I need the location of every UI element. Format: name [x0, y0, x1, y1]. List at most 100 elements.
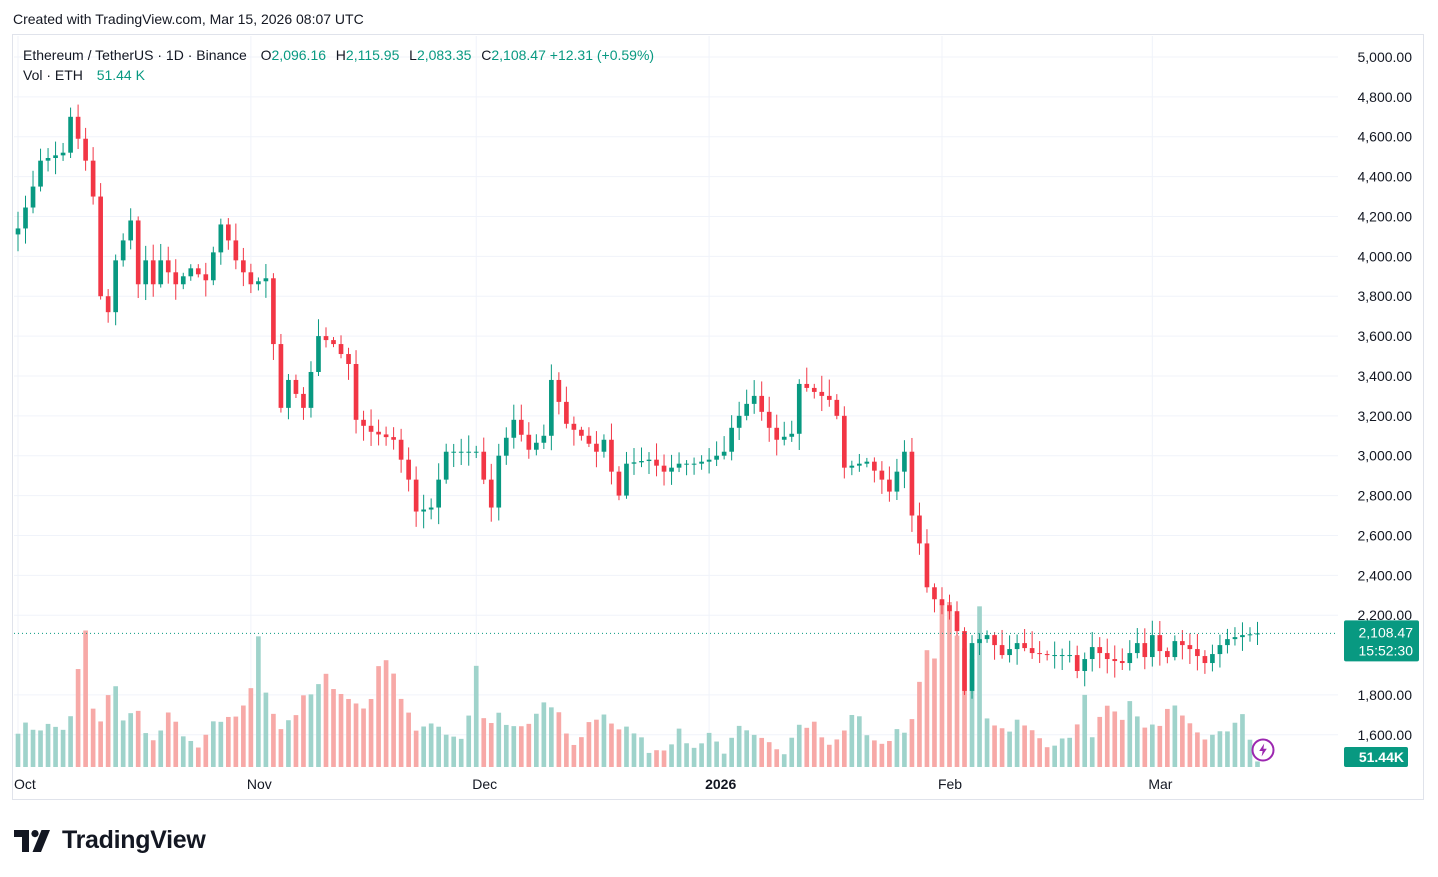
volume-bar [699, 743, 704, 767]
open-label: O [260, 47, 272, 63]
volume-bar [857, 716, 862, 767]
candle-body [684, 463, 689, 465]
candle-body [1195, 649, 1200, 657]
y-tick-label: 3,000.00 [1358, 448, 1413, 464]
volume-bar [992, 725, 997, 767]
volume-bar [98, 721, 103, 767]
volume-bar [1029, 730, 1035, 767]
change-value: +12.31 (+0.59%) [549, 47, 655, 63]
candle-body [1217, 645, 1223, 655]
volume-bar [473, 665, 479, 767]
volume-bar [488, 723, 494, 767]
candle-body [729, 427, 734, 452]
candle-body [902, 451, 907, 472]
volume-bar [714, 741, 719, 767]
x-tick-label: Nov [247, 776, 272, 792]
volume-bar [1180, 715, 1185, 767]
volume-bar [128, 713, 134, 767]
y-tick-label: 3,200.00 [1358, 408, 1413, 424]
candle-body [1037, 653, 1042, 655]
candle-body [488, 479, 494, 508]
volume-bar [458, 738, 464, 767]
x-tick-label: Dec [472, 776, 497, 792]
volume-bar [1074, 724, 1080, 767]
volume-bar [421, 726, 426, 767]
candle-body [120, 240, 126, 261]
candle-body [1255, 633, 1260, 635]
candle-body [834, 399, 840, 416]
candle-body [721, 451, 727, 456]
volume-bar [609, 723, 614, 767]
candle-body [534, 442, 539, 450]
candle-body [308, 371, 314, 408]
last-price-label: 2,108.47 [1359, 624, 1414, 640]
candle-body [60, 152, 66, 156]
candle-body [1007, 649, 1012, 656]
volume-bar [917, 681, 922, 767]
volume-bar [188, 740, 194, 767]
y-tick-label: 4,200.00 [1358, 208, 1413, 224]
high-label: H [335, 47, 346, 63]
candle-body [481, 451, 487, 480]
lightning-icon[interactable] [1251, 738, 1275, 762]
candle-body [1074, 655, 1080, 672]
open-value: 2,096.16 [271, 47, 327, 63]
candle-body [413, 479, 419, 512]
y-tick-label: 2,400.00 [1358, 567, 1413, 583]
low-value: 2,083.35 [416, 47, 472, 63]
candle-body [804, 383, 810, 388]
volume-bar [1007, 731, 1012, 767]
volume-bar [766, 742, 772, 767]
candle-body [83, 138, 88, 161]
candle-body [90, 160, 96, 197]
candle-body [969, 643, 975, 691]
candle-body [1029, 648, 1035, 654]
candle-body [226, 224, 231, 241]
volume-bar [286, 720, 291, 767]
candle-body [624, 463, 629, 496]
candle-body [1232, 637, 1238, 640]
volume-bar [947, 602, 952, 767]
volume-bar [346, 698, 351, 767]
volume-bar [436, 726, 442, 767]
volume-bar [278, 729, 284, 767]
volume-bar [301, 695, 306, 767]
candle-body [1247, 634, 1253, 636]
y-tick-label: 2,600.00 [1358, 527, 1413, 543]
volume-bar [1059, 738, 1065, 767]
volume-bar [383, 660, 389, 767]
candle-body [346, 354, 351, 365]
volume-bar [413, 730, 419, 767]
candle-body [1119, 661, 1125, 664]
volume-bar [308, 694, 314, 767]
candle-body [398, 439, 404, 460]
candle-body [98, 196, 103, 297]
volume-bar [849, 714, 855, 767]
tradingview-logo[interactable]: TradingView [14, 826, 206, 855]
volume-bar [1255, 761, 1260, 767]
candle-body [1127, 653, 1133, 664]
volume-bar [526, 723, 532, 767]
x-tick-label: Feb [938, 776, 962, 792]
volume-bar [1104, 705, 1110, 767]
volume-bar [796, 724, 802, 767]
volume-bar [564, 733, 569, 767]
volume-bar [661, 750, 667, 767]
candle-body [1104, 653, 1110, 660]
volume-bar [391, 673, 396, 767]
candle-body [586, 435, 592, 444]
volume-bar [759, 737, 765, 767]
volume-bar [406, 712, 411, 767]
candle-body [669, 467, 674, 472]
candle-body [135, 220, 141, 285]
candle-body [1157, 635, 1163, 652]
volume-bar [45, 723, 51, 767]
volume-bar [203, 734, 209, 767]
volume-bar [158, 730, 164, 767]
candle-body [53, 155, 58, 159]
volume-bar [736, 725, 742, 767]
y-tick-label: 4,400.00 [1358, 169, 1413, 185]
volume-bar [451, 736, 457, 767]
volume-bar [999, 728, 1005, 767]
